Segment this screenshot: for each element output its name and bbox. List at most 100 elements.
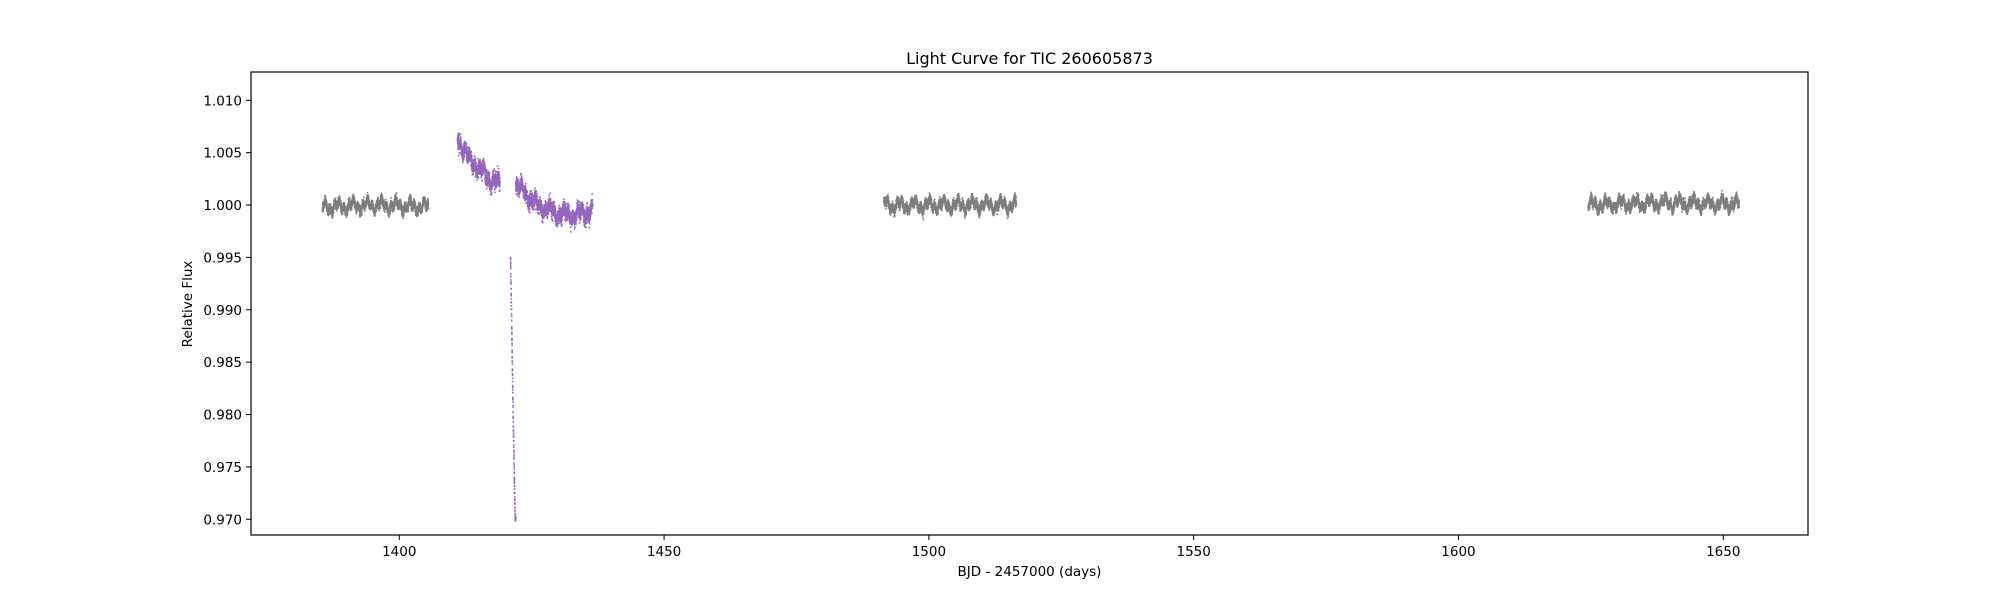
data-point: [400, 203, 403, 206]
data-point: [390, 196, 392, 199]
data-point: [368, 199, 370, 201]
data-point: [399, 198, 401, 201]
data-point: [388, 212, 391, 215]
data-point: [362, 199, 365, 201]
data-point: [409, 193, 411, 196]
data-point: [325, 200, 328, 203]
data-point: [331, 215, 334, 218]
data-point: [387, 207, 389, 210]
data-point: [402, 215, 405, 218]
data-point: [358, 204, 361, 207]
data-point: [402, 212, 405, 214]
data-point: [361, 211, 363, 213]
data-point: [930, 199, 933, 201]
data-point: [376, 207, 379, 209]
data-point: [407, 209, 409, 211]
data-point: [361, 208, 363, 211]
data-point: [397, 199, 399, 202]
data-point: [335, 200, 338, 203]
data-point: [379, 207, 382, 209]
data-point: [922, 218, 925, 221]
data-point: [376, 199, 379, 201]
data-point: [333, 204, 336, 207]
data-point: [382, 200, 385, 203]
data-point: [961, 197, 963, 199]
data-point: [370, 200, 372, 203]
data-point: [933, 198, 936, 201]
data-point: [908, 213, 911, 216]
data-point: [349, 200, 352, 202]
data-point: [360, 213, 363, 215]
data-point: [378, 208, 380, 211]
data-point: [389, 208, 391, 211]
data-point: [417, 213, 419, 216]
data-point: [937, 213, 939, 215]
data-point: [948, 200, 950, 203]
data-point: [410, 196, 412, 198]
data-point: [380, 192, 383, 194]
data-point: [895, 209, 897, 211]
data-point: [389, 210, 391, 213]
data-point: [899, 206, 902, 209]
data-point: [391, 210, 394, 213]
data-point: [347, 209, 350, 212]
data-point: [323, 202, 325, 205]
data-point: [340, 205, 343, 207]
data-point: [381, 194, 383, 197]
data-point: [957, 192, 960, 195]
data-point: [327, 214, 330, 217]
data-point: [367, 197, 370, 199]
data-point: [889, 214, 892, 216]
data-point: [906, 204, 909, 206]
data-point: [916, 199, 918, 202]
data-point: [424, 199, 427, 201]
data-point: [372, 203, 374, 206]
data-point: [887, 193, 889, 196]
data-point: [352, 193, 355, 196]
data-point: [325, 200, 328, 202]
data-point: [904, 212, 907, 214]
data-point: [339, 199, 342, 201]
data-point: [395, 192, 398, 195]
data-point: [909, 208, 912, 210]
data-point: [908, 212, 911, 214]
data-point: [367, 194, 370, 197]
data-point: [379, 202, 382, 205]
data-point: [900, 204, 902, 206]
data-point: [368, 201, 371, 203]
data-point: [331, 217, 334, 219]
data-point: [355, 204, 357, 207]
data-point: [353, 199, 356, 202]
data-point: [371, 207, 373, 210]
data-point: [396, 196, 398, 199]
data-point: [373, 206, 375, 208]
data-point: [401, 205, 403, 207]
data-point: [948, 204, 951, 206]
data-point: [421, 211, 424, 213]
data-point: [339, 197, 341, 199]
data-point: [894, 215, 896, 217]
data-point: [346, 213, 349, 215]
data-point: [346, 214, 349, 216]
data-point: [427, 207, 430, 210]
data-point: [345, 214, 348, 216]
series-0: [321, 189, 1740, 221]
data-point: [891, 200, 894, 203]
data-point: [410, 200, 413, 203]
data-point: [326, 203, 328, 205]
data-point: [346, 211, 349, 213]
data-point: [386, 203, 389, 206]
data-point: [386, 205, 389, 208]
data-point: [902, 198, 904, 200]
data-point: [348, 196, 351, 199]
data-point: [407, 210, 410, 213]
data-point: [944, 197, 947, 200]
data-point: [951, 209, 954, 212]
data-point: [350, 207, 353, 209]
data-point: [962, 199, 965, 202]
data-point: [906, 201, 908, 204]
data-point: [350, 208, 353, 211]
data-point: [371, 202, 374, 204]
data-point: [408, 203, 411, 205]
data-point: [378, 209, 381, 212]
